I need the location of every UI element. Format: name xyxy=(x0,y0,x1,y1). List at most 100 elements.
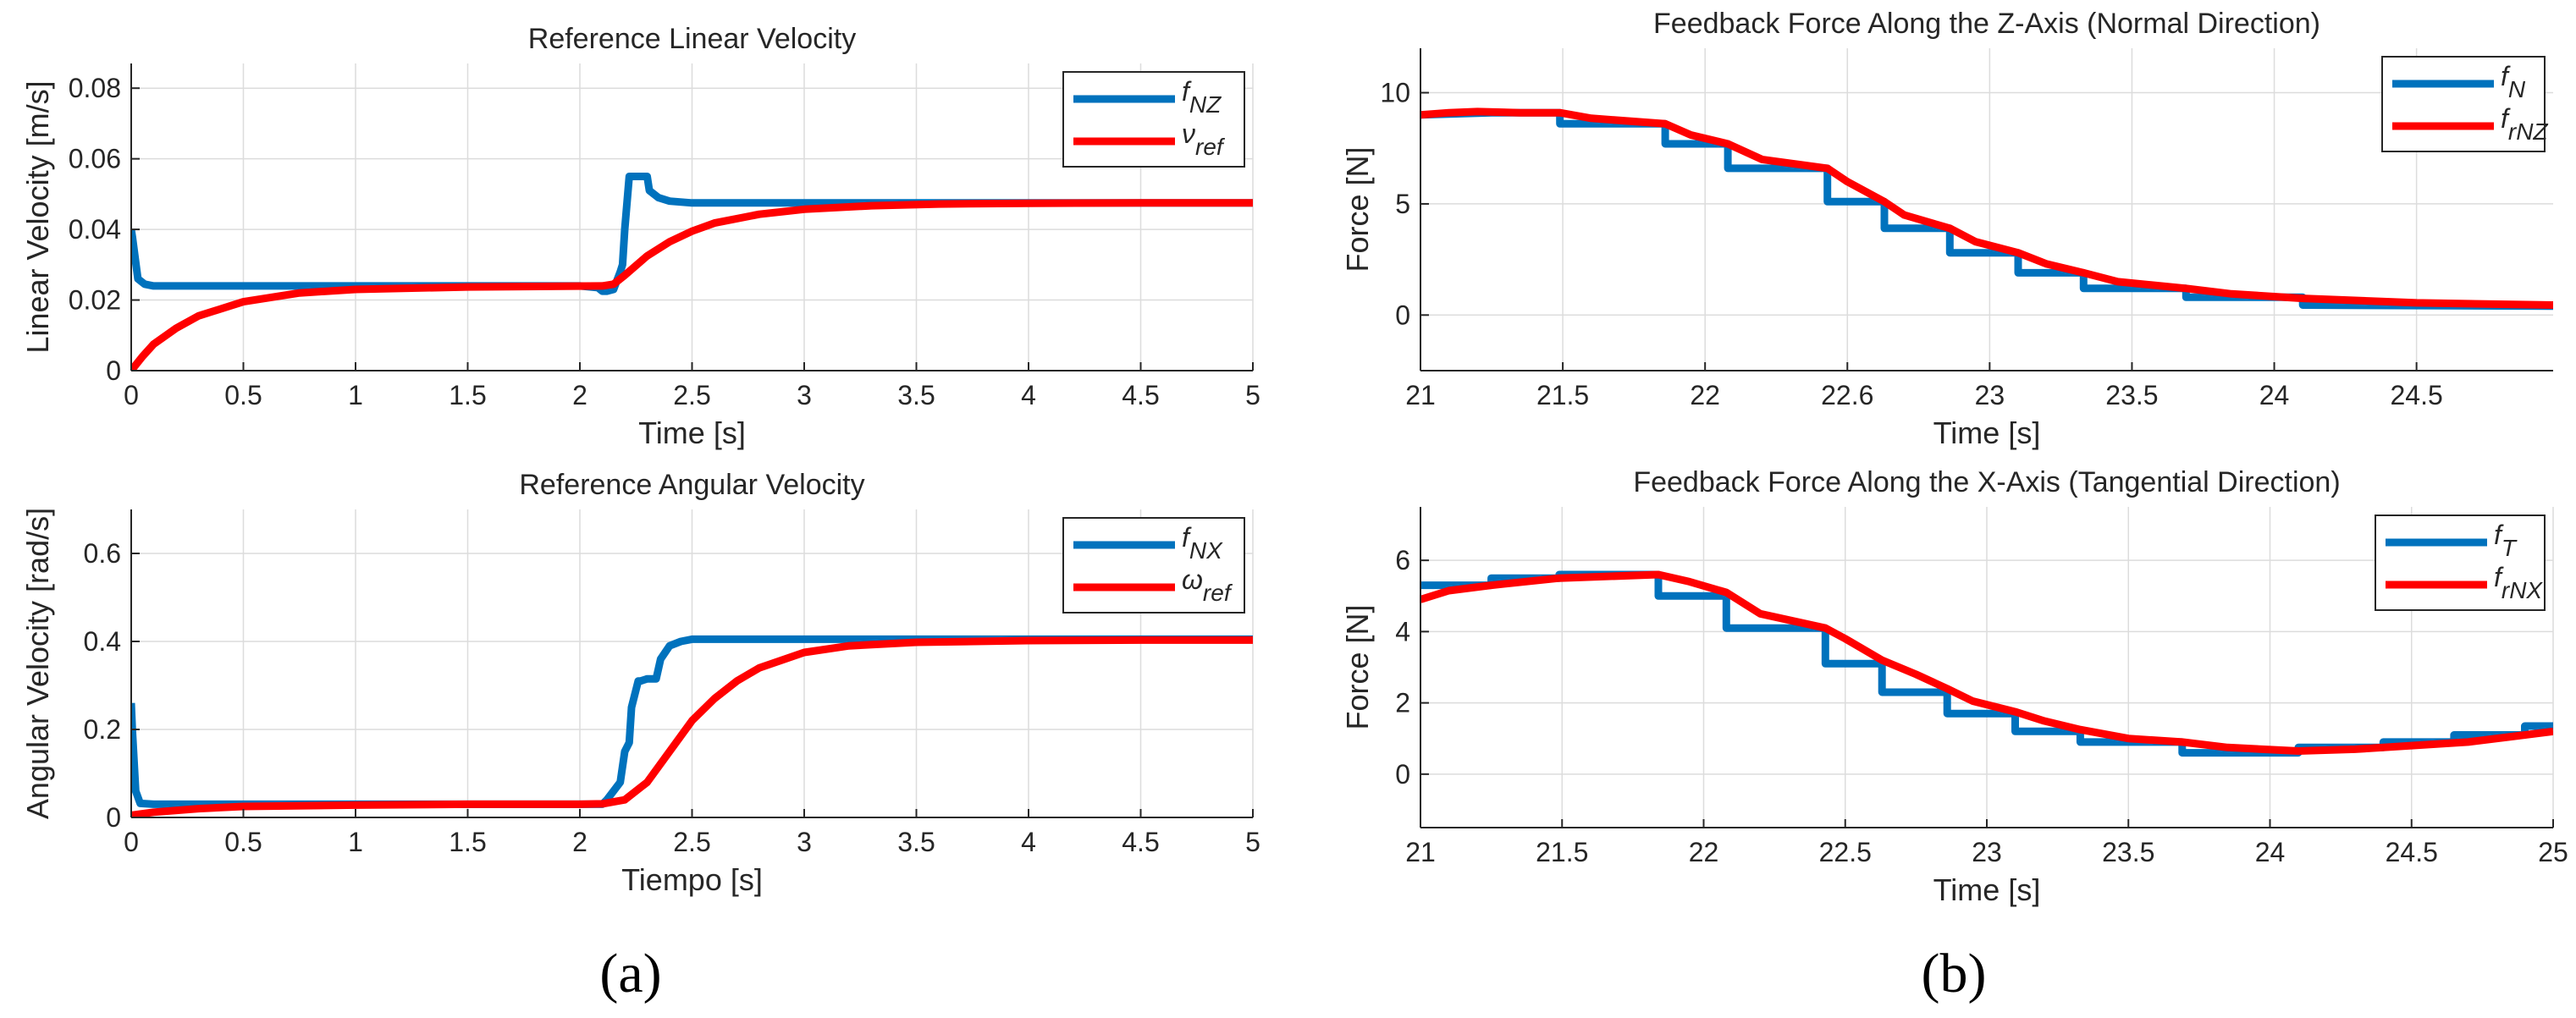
y-axis-label: Linear Velocity [m/s] xyxy=(20,80,55,353)
x-tick-label: 4.5 xyxy=(1122,827,1159,857)
x-tick-label: 21.5 xyxy=(1536,380,1589,410)
x-tick-label: 23 xyxy=(1972,837,2002,867)
x-tick-label: 5 xyxy=(1245,827,1260,857)
chart-title: Reference Linear Velocity xyxy=(528,23,856,55)
x-tick-label: 5 xyxy=(1245,380,1260,410)
y-tick-label: 0.06 xyxy=(69,144,121,174)
chart-3: 21 21.5 22 22.6 23 23.5 24 24.5 0 5 10 Feedback For… xyxy=(1340,8,2553,450)
plot-area xyxy=(1420,570,2553,757)
x-tick-label: 22.6 xyxy=(1821,380,1873,410)
plot-area xyxy=(131,173,1253,371)
series-line-reference xyxy=(131,636,1253,817)
plot-area xyxy=(131,635,1253,817)
x-tick-label: 24.5 xyxy=(2386,837,2438,867)
legend-label-subscript: ref xyxy=(1203,580,1233,606)
x-tick-label: 24 xyxy=(2259,380,2290,410)
chart-title: Feedback Force Along the Z-Axis (Normal … xyxy=(1653,8,2320,40)
x-tick-label: 2.5 xyxy=(673,827,710,857)
x-tick-label: 4 xyxy=(1021,380,1036,410)
plot-area xyxy=(1420,107,2553,311)
y-tick-label: 0.02 xyxy=(69,285,121,316)
series-line-reference xyxy=(1420,570,2553,755)
x-tick-label: 3.5 xyxy=(897,380,935,410)
legend-label-subscript: NX xyxy=(1189,537,1223,564)
x-tick-label: 23.5 xyxy=(2105,380,2158,410)
x-tick-label: 22 xyxy=(1690,380,1720,410)
x-tick-label: 0 xyxy=(124,827,139,857)
x-tick-label: 25 xyxy=(2538,837,2568,867)
x-tick-label: 3.5 xyxy=(897,827,935,857)
legend-label-subscript: T xyxy=(2502,535,2518,561)
y-tick-label: 0.6 xyxy=(84,538,121,569)
legend-box xyxy=(1062,71,1245,168)
series-line-measured xyxy=(131,635,1253,808)
legend-box xyxy=(2381,56,2546,152)
y-axis-label: Angular Velocity [rad/s] xyxy=(20,508,55,819)
y-tick-label: 0.04 xyxy=(69,214,121,245)
legend-label-main: ν xyxy=(1182,118,1195,149)
x-tick-label: 1.5 xyxy=(449,827,486,857)
series-line-reference xyxy=(131,199,1253,371)
x-tick-label: 2 xyxy=(572,827,587,857)
x-axis-label: Time [s] xyxy=(1933,415,2041,450)
x-tick-label: 3 xyxy=(797,380,812,410)
y-tick-label: 0 xyxy=(106,355,121,386)
x-tick-label: 4.5 xyxy=(1122,380,1159,410)
legend-label-subscript: rNZ xyxy=(2508,118,2549,145)
x-tick-label: 4 xyxy=(1021,827,1036,857)
y-tick-label: 4 xyxy=(1395,616,1410,647)
x-tick-label: 23 xyxy=(1975,380,2005,410)
y-axis-label: Force [N] xyxy=(1340,604,1375,729)
x-axis-label: Time [s] xyxy=(1933,872,2041,907)
legend-box xyxy=(1062,517,1245,614)
x-tick-label: 21 xyxy=(1405,380,1436,410)
x-tick-label: 2 xyxy=(572,380,587,410)
chart-1: 0 0.5 1 1.5 2 2.5 3 3.5 4 4.5 5 0 0.02 0.04 0.06 0.08 Re… xyxy=(20,23,1260,450)
x-tick-label: 24.5 xyxy=(2390,380,2442,410)
y-tick-label: 0 xyxy=(1395,300,1410,330)
x-tick-label: 0 xyxy=(124,380,139,410)
y-tick-label: 2 xyxy=(1395,688,1410,718)
series-line-measured xyxy=(131,173,1253,295)
y-tick-label: 0.08 xyxy=(69,73,121,103)
x-tick-label: 22 xyxy=(1689,837,1719,867)
chart-2: 0 0.5 1 1.5 2 2.5 3 3.5 4 4.5 5 0 0.2 0.4 0.6 Reference… xyxy=(20,469,1260,897)
x-tick-label: 22.5 xyxy=(1819,837,1872,867)
chart-title: Feedback Force Along the X-Axis (Tangent… xyxy=(1633,466,2340,498)
x-tick-label: 21 xyxy=(1405,837,1436,867)
series-line-reference xyxy=(1420,107,2553,309)
y-axis-label: Force [N] xyxy=(1340,146,1375,272)
y-tick-label: 6 xyxy=(1395,545,1410,575)
x-tick-label: 0.5 xyxy=(224,827,262,857)
legend-box xyxy=(2375,515,2546,611)
x-axis-label: Tiempo [s] xyxy=(621,862,763,897)
legend-label-subscript: NZ xyxy=(1189,91,1222,118)
panel-label-b: (b) xyxy=(1922,943,1987,1004)
x-axis-label: Time [s] xyxy=(638,415,746,450)
legend-label: νref xyxy=(1182,118,1226,160)
chart-title: Reference Angular Velocity xyxy=(519,469,864,501)
legend-label-subscript: rNX xyxy=(2502,577,2544,603)
legend-label-subscript: ref xyxy=(1195,134,1226,160)
y-tick-label: 5 xyxy=(1395,189,1410,219)
y-tick-label: 10 xyxy=(1380,78,1410,108)
x-tick-label: 0.5 xyxy=(224,380,262,410)
x-tick-label: 1 xyxy=(348,380,363,410)
y-tick-label: 0.4 xyxy=(84,626,121,657)
x-tick-label: 1.5 xyxy=(449,380,486,410)
legend-label-main: ω xyxy=(1182,564,1203,595)
panel-label-a: (a) xyxy=(599,943,661,1004)
x-tick-label: 2.5 xyxy=(673,380,710,410)
y-tick-label: 0 xyxy=(1395,759,1410,790)
y-tick-label: 0 xyxy=(106,802,121,833)
x-tick-label: 24 xyxy=(2255,837,2286,867)
x-tick-label: 3 xyxy=(797,827,812,857)
y-tick-label: 0.2 xyxy=(84,714,121,745)
x-tick-label: 21.5 xyxy=(1536,837,1588,867)
legend-label: ωref xyxy=(1182,564,1233,606)
